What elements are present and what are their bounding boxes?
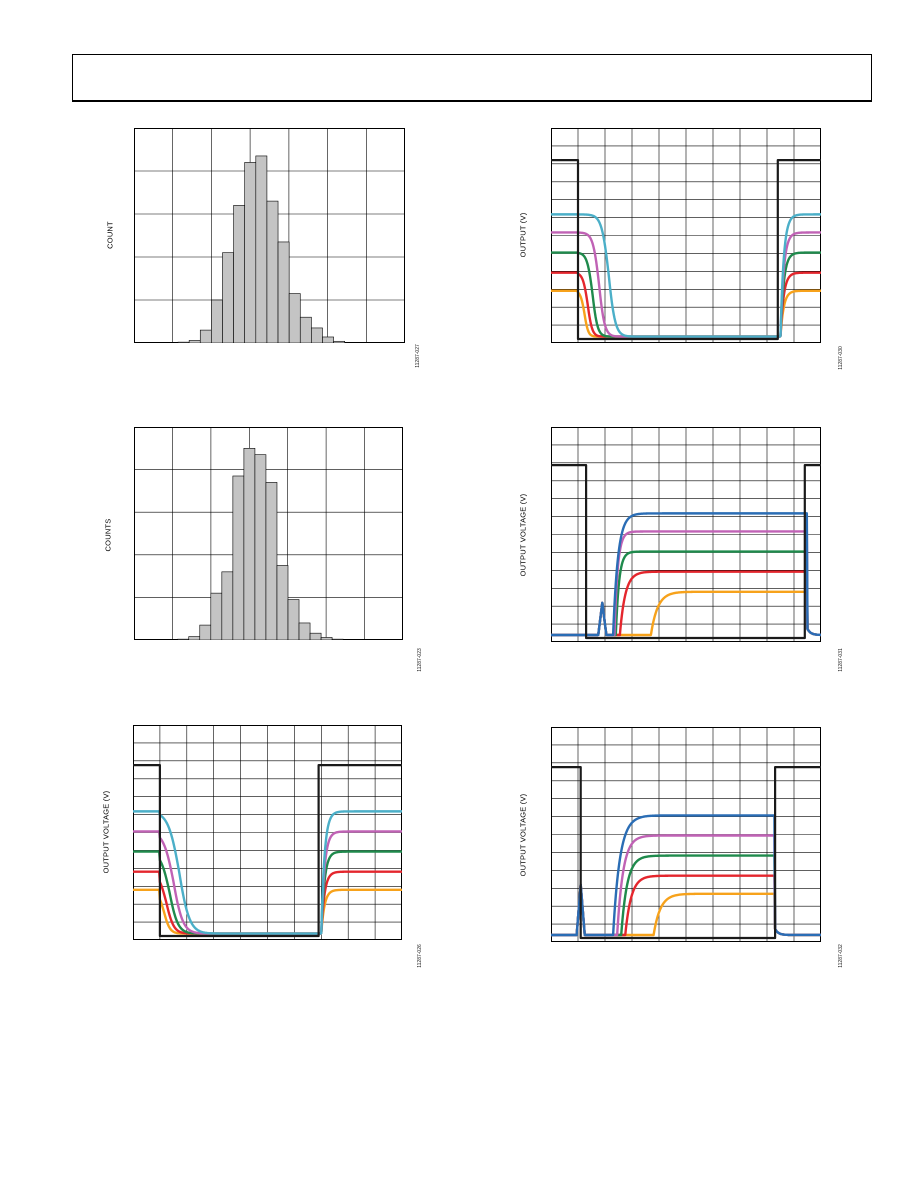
histogram-bar — [311, 327, 323, 343]
histogram-bar — [188, 636, 201, 640]
histogram-bar — [232, 475, 245, 640]
figure-id: 11287-023 — [417, 648, 423, 672]
series-line-black — [551, 766, 821, 940]
chart-svg — [551, 427, 821, 642]
histogram-bar — [199, 624, 212, 640]
chart-svg — [134, 427, 403, 640]
series-line-black — [133, 764, 402, 938]
series-line-cyan — [133, 810, 402, 935]
histogram-bar — [243, 447, 256, 640]
figure-id: 11287-031 — [838, 648, 844, 672]
histogram-bar — [320, 637, 333, 640]
histogram-bar — [287, 599, 300, 640]
histogram-bar — [222, 252, 234, 343]
histogram-bar — [177, 638, 190, 640]
figure-id: 11287-030 — [838, 346, 844, 370]
chart-svg — [133, 725, 402, 940]
histogram-bar — [276, 565, 289, 640]
histogram-bar — [277, 241, 290, 343]
chart-svg — [551, 128, 821, 343]
plot-frame — [551, 427, 821, 642]
figure-id: 11287-032 — [838, 944, 844, 968]
histogram-bar — [255, 155, 268, 343]
histogram-counts-chart — [134, 427, 403, 640]
histogram-bar — [221, 571, 234, 640]
y-axis-label: OUTPUT VOLTAGE (V) — [101, 790, 111, 874]
histogram-bar — [309, 632, 322, 640]
y-axis-label: OUTPUT (V) — [518, 212, 528, 258]
y-axis-label: OUTPUT VOLTAGE (V) — [518, 493, 528, 577]
figure-id: 11287-026 — [417, 944, 423, 968]
series-line-black — [551, 464, 821, 640]
rising-output-chart-1 — [551, 427, 821, 642]
figure-id: 11287-027 — [415, 344, 421, 368]
y-axis-label: COUNT — [105, 221, 115, 249]
chart-svg — [551, 727, 821, 942]
histogram-bar — [322, 336, 334, 343]
histogram-count-chart — [134, 128, 405, 343]
series-line-blue — [551, 512, 821, 637]
histogram-bar — [265, 482, 278, 640]
y-axis-label: OUTPUT VOLTAGE (V) — [518, 793, 528, 877]
histogram-bar — [210, 592, 223, 640]
histogram-bar — [288, 293, 301, 343]
histogram-bar — [199, 329, 212, 343]
histogram-bar — [188, 340, 201, 343]
histogram-bar — [211, 299, 223, 343]
rising-output-chart-2 — [551, 727, 821, 942]
chart-svg — [134, 128, 405, 343]
grid — [551, 427, 821, 642]
falling-output-chart — [551, 128, 821, 343]
plot-frame — [551, 727, 821, 942]
histogram-bar — [233, 205, 245, 343]
histogram-bar — [333, 340, 345, 343]
histogram-bar — [244, 162, 257, 343]
series-line-cyan — [551, 213, 821, 338]
histogram-bar — [177, 341, 190, 343]
series-line-black — [551, 159, 821, 341]
histogram-bar — [266, 200, 279, 343]
y-axis-label: COUNTS — [103, 518, 113, 552]
histogram-bar — [331, 638, 344, 640]
plot-frame — [551, 128, 821, 343]
histogram-bar — [299, 316, 312, 343]
falling-output-voltage-chart — [133, 725, 402, 940]
histogram-bar — [254, 454, 267, 640]
page-header — [72, 54, 872, 102]
histogram-bar — [298, 622, 311, 640]
